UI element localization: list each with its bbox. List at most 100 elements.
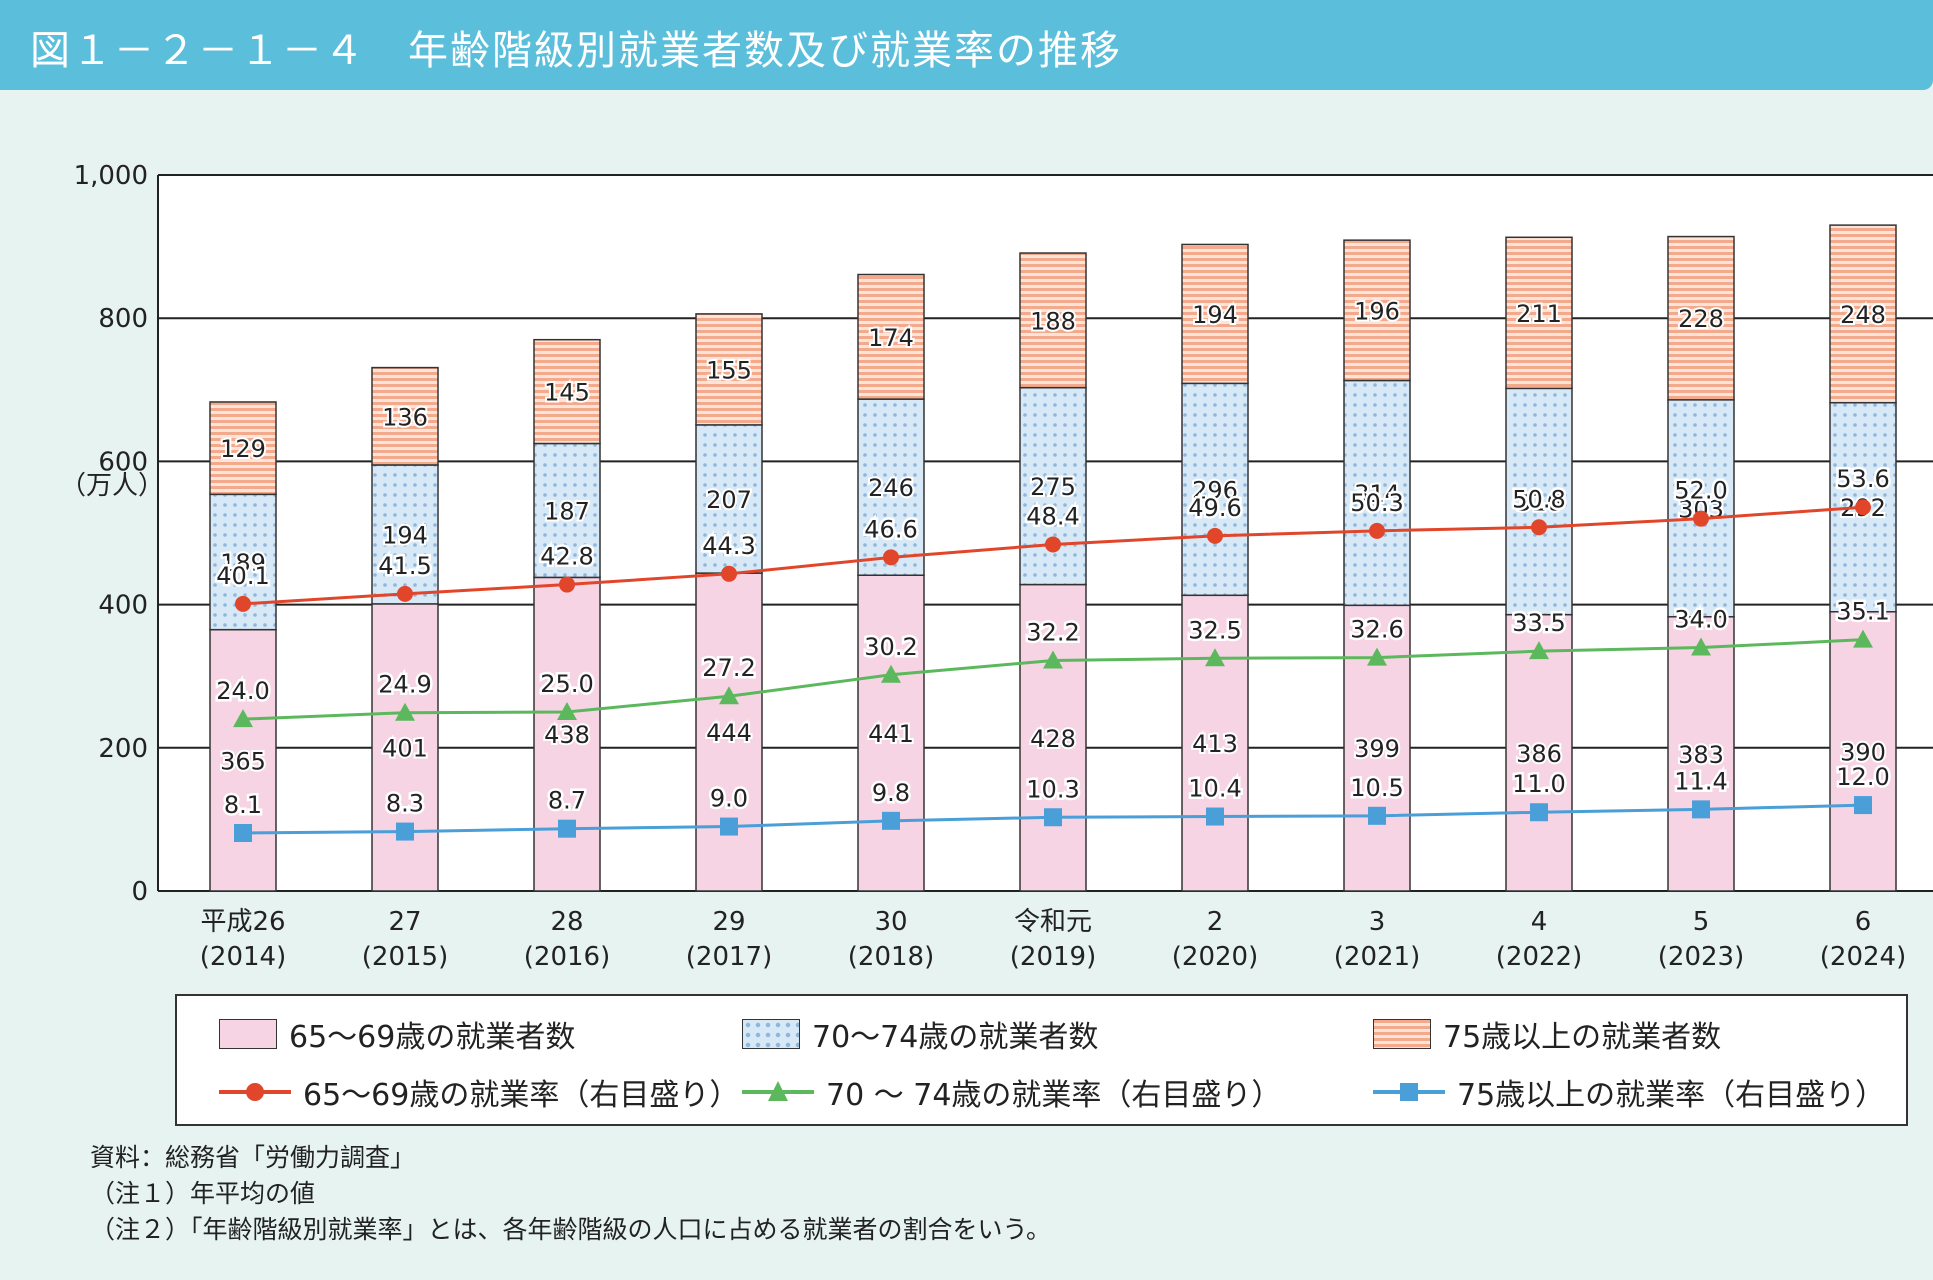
rate-point xyxy=(235,595,251,612)
bar-segment xyxy=(1667,235,1735,401)
rate-value-label: 32.2 xyxy=(1026,618,1079,646)
bar-value-label: 428 xyxy=(1030,725,1076,753)
bar-segment xyxy=(533,442,601,579)
rate-value-label: 52.0 xyxy=(1674,477,1727,505)
rate-value-label: 24.9 xyxy=(378,671,431,699)
bar-value-label: 155 xyxy=(706,356,752,384)
rate-point xyxy=(559,576,575,593)
x-tick-era-label: 平成26 xyxy=(200,907,285,937)
footnotes: 資料：総務省「労働力調査」 （注１）年平均の値 （注２）「年齢階級別就業率」とは… xyxy=(90,1140,1051,1248)
rate-value-label: 30.2 xyxy=(864,633,917,661)
x-tick-year-label: (2014) xyxy=(200,942,286,972)
bar-segment xyxy=(1019,252,1087,389)
bar-value-label: 136 xyxy=(382,403,428,431)
legend-item-70-74-rate: 70 ～ 74歳の就業率（右目盛り） xyxy=(742,1070,1281,1114)
x-tick-year-label: (2022) xyxy=(1496,942,1582,972)
rate-point xyxy=(1531,519,1547,536)
bar-segment xyxy=(1829,611,1897,892)
rate-point xyxy=(1368,806,1386,825)
rate-point xyxy=(1207,527,1223,544)
bar-value-label: 194 xyxy=(382,521,428,549)
rate-value-label: 9.8 xyxy=(872,779,910,807)
rate-value-label: 41.5 xyxy=(378,552,431,580)
rate-value-label: 9.0 xyxy=(710,785,748,813)
bar-value-label: 194 xyxy=(1192,301,1238,329)
legend-item-65-69-count: 65～69歳の就業者数 xyxy=(219,1012,575,1056)
rate-value-label: 8.7 xyxy=(548,787,586,815)
rate-point xyxy=(1693,510,1709,527)
bar-value-label: 189 xyxy=(220,549,266,577)
bar-value-label: 413 xyxy=(1192,730,1238,758)
rate-value-label: 25.0 xyxy=(540,670,593,698)
rate-point xyxy=(1853,629,1873,648)
source-note: 資料：総務省「労働力調査」 xyxy=(90,1143,416,1172)
x-tick-era-label: 27 xyxy=(388,907,421,937)
bar-value-label: 441 xyxy=(868,720,914,748)
bar-segment xyxy=(371,603,439,892)
x-tick-year-label: (2018) xyxy=(848,942,934,972)
bar-segment xyxy=(371,366,439,466)
legend-item-75plus-rate: 75歳以上の就業率（右目盛り） xyxy=(1373,1070,1885,1114)
bar-segment xyxy=(533,576,601,892)
rate-value-label: 24.0 xyxy=(216,677,269,705)
note-2: （注２）「年齢階級別就業率」とは、各年齢階級の人口に占める就業者の割合をいう。 xyxy=(90,1215,1052,1244)
figure-header: 図１－２－１－４ 年齢階級別就業者数及び就業率の推移 xyxy=(0,0,1933,90)
bar-value-label: 390 xyxy=(1840,738,1886,766)
bar-value-label: 248 xyxy=(1840,301,1886,329)
bar-value-label: 196 xyxy=(1354,297,1400,325)
bar-value-label: 365 xyxy=(220,747,266,775)
bar-segment xyxy=(695,313,763,426)
bar-value-label: 145 xyxy=(544,379,590,407)
legend-label: 65～69歳の就業率（右目盛り） xyxy=(303,1078,740,1113)
bar-segment xyxy=(1181,594,1249,892)
x-tick-era-label: 4 xyxy=(1531,907,1548,937)
bar-value-label: 211 xyxy=(1516,300,1562,328)
rate-point xyxy=(557,702,577,720)
legend-swatch-striped xyxy=(1373,1019,1431,1049)
rate-point xyxy=(1045,536,1061,553)
chart-legend: 65～69歳の就業者数 70～74歳の就業者数 75歳以上の就業者数 65～69… xyxy=(175,994,1908,1126)
x-tick-era-label: 令和元 xyxy=(1014,907,1092,937)
x-tick-era-label: 30 xyxy=(874,907,907,937)
bar-segment xyxy=(1343,239,1411,382)
y-tick-label: 600 xyxy=(98,447,148,477)
legend-item-65-69-rate: 65～69歳の就業率（右目盛り） xyxy=(219,1070,739,1114)
bar-segment xyxy=(1181,382,1249,597)
legend-marker-triangle-icon xyxy=(742,1081,814,1101)
x-tick-year-label: (2016) xyxy=(524,942,610,972)
bar-value-label: 444 xyxy=(706,719,752,747)
legend-label: 75歳以上の就業者数 xyxy=(1443,1020,1722,1055)
rate-value-label: 12.0 xyxy=(1836,763,1889,791)
y-tick-label: 1,000 xyxy=(74,161,148,191)
bar-segment xyxy=(857,574,925,892)
rate-value-label: 32.6 xyxy=(1350,616,1403,644)
x-tick-labels: 平成26 (2014) 27 (2015) 28 (2016) 29 (2017) 30 (201… xyxy=(200,907,1906,972)
bar-value-label: 401 xyxy=(382,734,428,762)
legend-label: 70～74歳の就業者数 xyxy=(812,1020,1099,1055)
x-tick-era-label: 5 xyxy=(1693,907,1710,937)
x-tick-era-label: 6 xyxy=(1855,907,1872,937)
legend-swatch-dotted xyxy=(742,1019,800,1049)
rate-value-label: 53.6 xyxy=(1836,465,1889,493)
y-tick-label: 0 xyxy=(131,877,148,907)
rate-point xyxy=(395,702,415,721)
bar-segment xyxy=(1505,387,1573,616)
legend-label: 70 ～ 74歳の就業率（右目盛り） xyxy=(826,1078,1282,1113)
x-tick-year-label: (2020) xyxy=(1172,942,1258,972)
legend-swatch-pink xyxy=(219,1019,277,1049)
rate-point xyxy=(1855,499,1871,516)
bar-value-label: 228 xyxy=(1678,305,1724,333)
rate-point xyxy=(396,822,414,841)
rate-point xyxy=(719,686,739,705)
x-tick-year-label: (2023) xyxy=(1658,942,1744,972)
stacked-bars: 365 189 129 401 194 136 438 187 145 444 207 155 441 2… xyxy=(209,224,1897,892)
rate-value-label: 27.2 xyxy=(702,654,755,682)
x-tick-era-label: 28 xyxy=(550,907,583,937)
rate-point xyxy=(1043,650,1063,669)
rate-point xyxy=(883,549,899,566)
rate-value-label: 10.4 xyxy=(1188,775,1241,803)
x-tick-year-label: (2024) xyxy=(1820,942,1906,972)
legend-item-70-74-count: 70～74歳の就業者数 xyxy=(742,1012,1098,1056)
legend-label: 65～69歳の就業者数 xyxy=(289,1020,576,1055)
rate-point xyxy=(1530,803,1548,822)
